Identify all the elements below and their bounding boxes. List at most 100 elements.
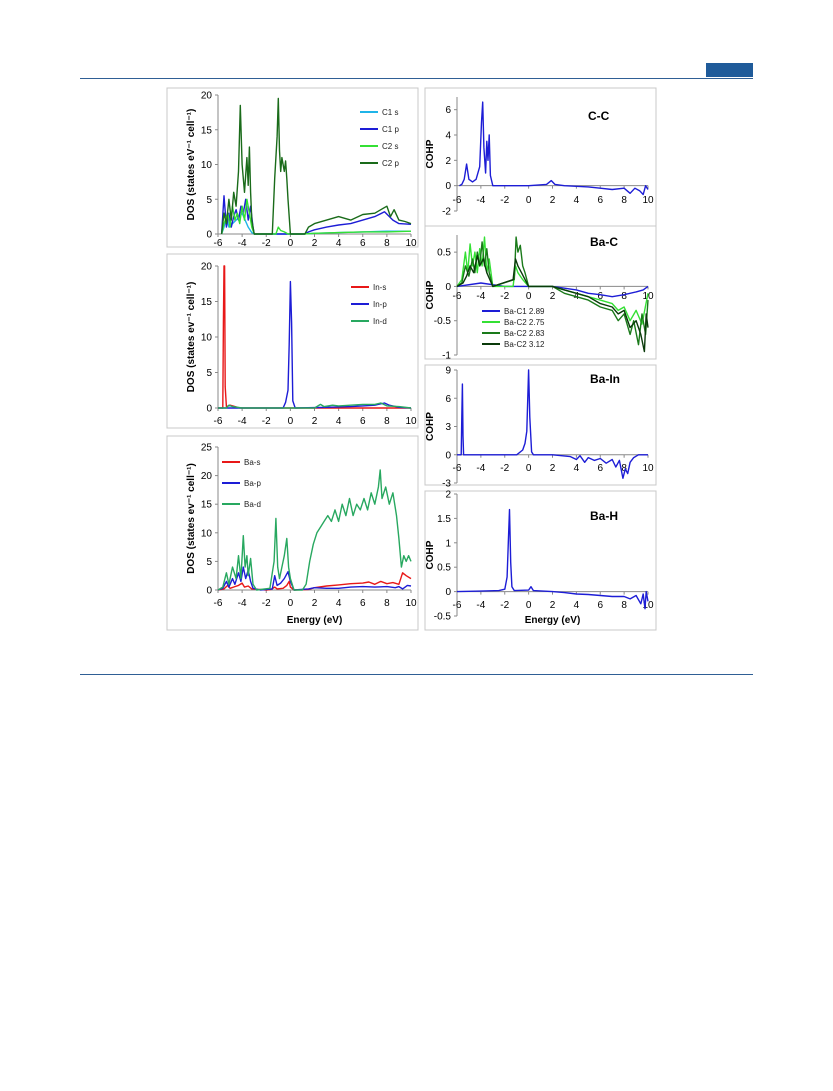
x-tick-label: 0 bbox=[288, 598, 294, 609]
y-tick-label: 20 bbox=[201, 262, 213, 273]
series-line bbox=[457, 369, 648, 479]
x-tick-label: 2 bbox=[550, 463, 556, 474]
y-tick-label: 15 bbox=[201, 500, 213, 511]
y-tick-label: -0.5 bbox=[434, 316, 452, 327]
panel-title: Ba-H bbox=[590, 509, 618, 523]
x-tick-label: 4 bbox=[574, 195, 580, 206]
x-tick-label: 0 bbox=[526, 291, 532, 302]
x-tick-label: -4 bbox=[238, 598, 247, 609]
x-tick-label: 8 bbox=[621, 600, 627, 611]
bottom-rule bbox=[80, 674, 753, 675]
x-tick-label: -4 bbox=[476, 195, 485, 206]
x-tick-label: -6 bbox=[214, 598, 223, 609]
y-axis-label: COHP bbox=[425, 412, 436, 441]
legend-label: C2 p bbox=[382, 159, 399, 168]
y-tick-label: 10 bbox=[201, 160, 213, 171]
header-tab bbox=[706, 63, 753, 77]
y-axis-label: DOS (states ev⁻¹ cell⁻¹) bbox=[186, 463, 197, 574]
x-tick-label: 6 bbox=[597, 600, 603, 611]
x-tick-label: 6 bbox=[597, 195, 603, 206]
top-rule bbox=[80, 78, 753, 79]
y-tick-label: 5 bbox=[206, 195, 212, 206]
x-tick-label: -6 bbox=[453, 463, 462, 474]
series-line bbox=[217, 566, 412, 591]
legend-label: Ba-C2 3.12 bbox=[504, 340, 545, 349]
x-tick-label: -2 bbox=[500, 463, 509, 474]
y-tick-label: 25 bbox=[201, 443, 213, 454]
panel-frame bbox=[424, 87, 657, 248]
y-tick-label: 0 bbox=[206, 586, 212, 597]
x-tick-label: -2 bbox=[262, 598, 271, 609]
series-line bbox=[217, 469, 412, 591]
legend-label: Ba-d bbox=[244, 500, 261, 509]
panel-dos-ba: -6 -4 -2 0 2 4 6 8 10 0 5 10 15 20 25 DOS (states ev⁻¹ … bbox=[166, 435, 419, 631]
x-tick-label: -2 bbox=[262, 416, 271, 427]
y-tick-label: 6 bbox=[445, 394, 451, 405]
panel-cohp-cc: -6 -4 -2 0 2 4 6 8 10 -2 0 2 4 6 COHP C-C bbox=[424, 87, 657, 248]
legend-label: Ba-C1 2.89 bbox=[504, 307, 545, 316]
x-tick-label: 8 bbox=[384, 598, 390, 609]
x-tick-label: 4 bbox=[574, 463, 580, 474]
x-tick-label: 4 bbox=[336, 598, 342, 609]
x-tick-label: -6 bbox=[214, 416, 223, 427]
x-axis-label: Energy (eV) bbox=[525, 615, 581, 626]
x-tick-label: -2 bbox=[262, 238, 271, 249]
x-tick-label: -4 bbox=[238, 416, 247, 427]
y-tick-label: 0.5 bbox=[437, 563, 451, 574]
x-tick-label: 0 bbox=[288, 416, 294, 427]
x-tick-label: 10 bbox=[642, 195, 654, 206]
x-tick-label: 0 bbox=[288, 238, 294, 249]
y-tick-label: 0 bbox=[206, 404, 212, 415]
x-tick-label: 2 bbox=[312, 238, 318, 249]
x-tick-label: 8 bbox=[621, 291, 627, 302]
y-tick-label: 10 bbox=[201, 333, 213, 344]
y-tick-label: 2 bbox=[445, 490, 451, 501]
legend-label: Ba-p bbox=[244, 479, 261, 488]
x-tick-label: 10 bbox=[405, 416, 417, 427]
legend-label: In-s bbox=[373, 283, 386, 292]
x-tick-label: -4 bbox=[476, 463, 485, 474]
series-line bbox=[218, 402, 412, 409]
y-tick-label: 0 bbox=[445, 181, 451, 192]
y-tick-label: -2 bbox=[442, 207, 451, 218]
x-tick-label: 6 bbox=[360, 598, 366, 609]
x-tick-label: 10 bbox=[405, 598, 417, 609]
y-tick-label: 4 bbox=[445, 131, 451, 142]
x-tick-label: 0 bbox=[526, 463, 532, 474]
x-tick-label: -6 bbox=[453, 291, 462, 302]
x-tick-label: 10 bbox=[642, 291, 654, 302]
legend-label: Ba-s bbox=[244, 458, 260, 467]
panel-title: Ba-In bbox=[590, 372, 620, 386]
x-tick-label: 2 bbox=[312, 598, 318, 609]
x-tick-label: 2 bbox=[550, 291, 556, 302]
panel-frame bbox=[166, 435, 419, 631]
x-tick-label: 2 bbox=[550, 195, 556, 206]
y-tick-label: 0 bbox=[445, 450, 451, 461]
x-tick-label: -6 bbox=[214, 238, 223, 249]
y-tick-label: 1 bbox=[445, 538, 451, 549]
panel-cohp-bah: -6 -4 -2 0 2 4 6 8 10 -0.5 0 0.5 1 1.5 2 COHP Energy (eV… bbox=[424, 490, 657, 631]
y-axis-label: DOS (states eV⁻¹ cell⁻¹) bbox=[186, 109, 197, 221]
y-axis-label: COHP bbox=[425, 280, 436, 309]
panel-frame bbox=[424, 225, 657, 360]
y-tick-label: -0.5 bbox=[434, 612, 452, 623]
series-line bbox=[217, 572, 412, 591]
x-tick-label: 8 bbox=[621, 463, 627, 474]
legend-label: C1 p bbox=[382, 125, 399, 134]
x-tick-label: 6 bbox=[597, 291, 603, 302]
y-tick-label: 2 bbox=[445, 156, 451, 167]
series-line bbox=[459, 101, 649, 196]
y-tick-label: 9 bbox=[445, 366, 451, 377]
x-tick-label: 8 bbox=[384, 416, 390, 427]
y-axis-label: COHP bbox=[425, 540, 436, 569]
series-line bbox=[456, 254, 649, 353]
y-tick-label: 5 bbox=[206, 368, 212, 379]
y-tick-label: 0 bbox=[445, 282, 451, 293]
legend-label: C2 s bbox=[382, 142, 398, 151]
y-tick-label: 5 bbox=[206, 557, 212, 568]
x-tick-label: -4 bbox=[238, 238, 247, 249]
y-tick-label: 0 bbox=[206, 230, 212, 241]
series-line bbox=[456, 508, 649, 610]
y-axis-label: COHP bbox=[425, 139, 436, 168]
y-tick-label: 1.5 bbox=[437, 514, 451, 525]
